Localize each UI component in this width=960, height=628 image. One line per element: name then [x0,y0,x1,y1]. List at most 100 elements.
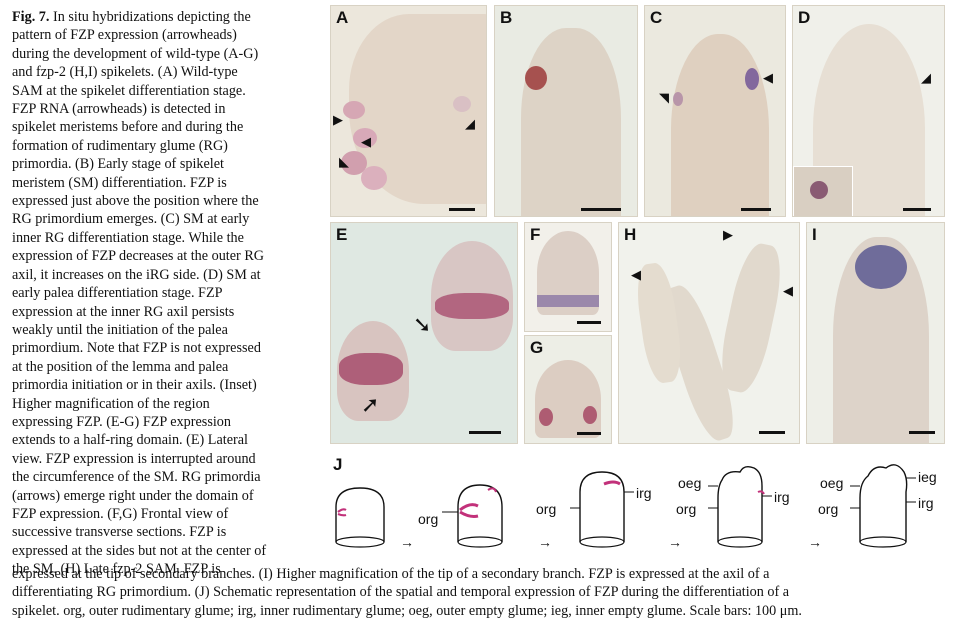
caption-line: weakly until the initiation of the palea [12,321,228,338]
caption-line: primordia initiation or in their axils. … [12,377,257,394]
meristem-outline [859,464,908,542]
meristem-base [457,536,503,548]
panel-g: G [524,335,612,444]
arrowhead-icon: ▶ [333,113,343,128]
caption-line: FZP expression. (F,G) Frontal view of [12,505,229,522]
caption-line: expressed just above the position where … [12,193,259,210]
panel-label-a: A [336,8,349,27]
caption-line: during the development of wild-type (A-G… [12,45,259,62]
panel-e-expression-upper [435,293,509,319]
stage-3: org irg [536,471,652,548]
panel-e: ➘ ➚ E [330,222,518,444]
arrow-icon: ➘ [413,313,432,338]
stage-5: oeg org ieg irg [818,464,937,548]
caption-line: early palea differentiation stage. FZP [12,285,223,302]
arrow-icon: ➚ [361,393,380,418]
expression-mark [757,490,765,495]
stage-4: oeg org irg [676,465,790,548]
caption-line: expressing FZP. (E-G) FZP expression [12,413,231,430]
meristem-base [579,536,625,548]
meristem-outline [717,465,763,542]
caption-line: primordium. Note that FZP is not express… [12,340,261,357]
caption-line: meristem (SM) differentiation. FZP is [12,174,227,191]
caption-line: SAM at the spikelet differentiation stag… [12,82,246,99]
panel-label-e: E [336,225,348,244]
label-irg: irg [774,489,790,505]
panel-label-b: B [500,8,513,27]
label-ieg: ieg [918,469,937,485]
arrowhead-icon: ◀ [361,135,371,150]
panel-d-inset [793,166,853,216]
arrowhead-icon: ◥ [659,91,669,106]
stage-arrow: → [400,534,414,550]
label-org: org [676,501,696,517]
label-oeg: oeg [678,475,701,491]
panel-label-i: I [812,225,817,244]
stage-2: org [418,484,503,548]
meristem-base [335,536,385,548]
panel-i: I [806,222,945,444]
arrowhead-icon: ◣ [339,155,349,170]
caption-line: the circumference of the SM. RG primordi… [12,469,261,486]
panel-label-j: J [333,455,343,474]
panel-f-expression [537,295,599,307]
panel-a-meristem [361,166,387,190]
meristem-base [717,536,763,548]
caption-line: formation of rudimentary glume (RG) [12,137,228,154]
panel-label-d: D [798,8,811,27]
panel-label-c: C [650,8,663,27]
label-org: org [818,501,838,517]
panel-c: ◀ ◥ C [644,5,786,217]
panel-c-tissue [671,34,769,216]
panel-label-h: H [624,225,637,244]
caption-line: the SM. (H) Late fzp-2 SAM. FZP is [12,561,221,578]
label-irg: irg [636,485,652,501]
scale-bar [903,208,931,211]
caption-line: expressed at the tip of secondary branch… [12,566,770,582]
arrowhead-icon: ◢ [465,117,475,132]
meristem-outline [457,484,503,542]
scale-bar [759,431,785,434]
caption-line: expressed at the sides but not at the ce… [12,542,267,559]
figure-label: Fig. 7. [12,9,50,25]
stage-arrow: → [808,534,822,550]
stage-arrow: → [538,534,552,550]
caption-line: successive transverse sections. FZP is [12,524,227,541]
panel-c-expression [745,68,759,90]
caption-line: at the position of the lemma and palea [12,358,229,375]
expression-mark [603,480,621,486]
meristem-outline [579,471,625,542]
caption-line: pattern of FZP expression (arrowheads) [12,27,237,44]
panel-b-expression [525,66,547,90]
scale-bar [909,431,935,434]
label-irg: irg [918,495,934,511]
expression-mark [487,487,497,493]
caption-line: extends to a half-ring domain. (E) Later… [12,432,248,449]
caption-line: FZP RNA (arrowheads) is detected in [12,101,226,118]
panel-b: B [494,5,638,217]
caption-line: (arrows) emerge right under the domain o… [12,487,254,504]
panel-label-g: G [530,338,544,357]
panel-i-expression [855,245,907,289]
label-oeg: oeg [820,475,843,491]
scale-bar [449,208,475,211]
caption-line: and fzp-2 (H,I) spikelets. (A) Wild-type [12,64,238,81]
caption-line-0: Fig. 7. In situ hybridizations depicting… [12,9,251,25]
caption-line: axil, it increases on the iRG side. (D) … [12,266,261,283]
panel-label-f: F [530,225,541,244]
caption-line: RG primordium emerges. (C) SM at early [12,211,250,228]
panel-g-expression [583,406,597,424]
caption-line: spikelet. org, outer rudimentary glume; … [12,602,802,619]
label-org: org [418,511,438,527]
arrowhead-icon: ◀ [763,71,773,86]
panel-a-meristem [453,96,471,112]
scale-bar [741,208,771,211]
caption-line: primordia. (B) Early stage of spikelet [12,156,224,173]
scale-bar [577,321,601,324]
meristem-base [859,536,907,548]
figure-caption-continued: expressed at the tip of secondary branch… [12,565,952,620]
panel-b-tissue [521,28,621,216]
stage-arrow: → [668,534,682,550]
panel-g-expression [539,408,553,426]
scale-bar [577,432,601,435]
